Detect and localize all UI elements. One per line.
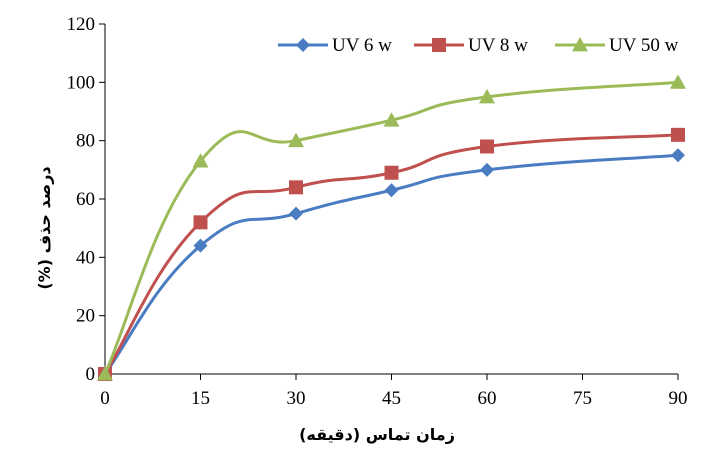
legend: UV 6 w UV 8 w UV 50 w [278, 35, 679, 56]
x-tick-label: 90 [669, 388, 688, 409]
y-tick-label: 40 [76, 247, 95, 268]
x-tick-label: 60 [478, 388, 497, 409]
y-tick-label: 20 [76, 306, 95, 327]
data-point [671, 127, 685, 142]
data-point [383, 112, 400, 127]
axes [99, 23, 679, 380]
data-point [288, 132, 304, 148]
legend-marker [296, 38, 310, 52]
data-point [671, 148, 685, 163]
legend-label: UV 6 w [332, 35, 392, 56]
data-point [193, 238, 208, 253]
data-point [193, 215, 208, 230]
x-tick-label: 30 [287, 388, 306, 409]
legend-item: UV 6 w [278, 35, 392, 56]
series-uv-8-w [98, 127, 685, 381]
y-tick-label: 100 [67, 72, 96, 93]
data-point [289, 180, 303, 195]
x-tick-label: 0 [100, 388, 110, 409]
legend-label: UV 50 w [609, 35, 679, 56]
data-point [384, 183, 399, 198]
y-tick-label: 120 [67, 14, 96, 35]
data-point [480, 162, 494, 177]
data-point [670, 74, 686, 89]
data-point [480, 139, 494, 154]
series-line [103, 80, 679, 375]
y-tick-label: 80 [76, 131, 95, 152]
series-line [103, 153, 679, 375]
data-point [192, 153, 209, 168]
data-point [479, 88, 495, 104]
x-tick-label: 75 [573, 388, 592, 409]
legend-item: UV 50 w [555, 35, 679, 56]
series-uv-50-w [97, 74, 686, 381]
series-group [97, 74, 686, 381]
data-point [97, 366, 113, 381]
y-axis-title: درصد حذف (%) [35, 166, 54, 289]
data-point [289, 206, 303, 221]
legend-item: UV 8 w [414, 35, 528, 56]
x-tick-label: 45 [382, 388, 401, 409]
legend-marker [432, 38, 446, 52]
series-line [103, 133, 679, 375]
tick-labels: 0 20 40 60 80 100 120 0 15 30 45 60 75 90 [67, 14, 688, 409]
data-point [384, 165, 399, 180]
y-tick-label: 60 [76, 189, 95, 210]
y-tick-label: 0 [86, 364, 96, 385]
x-tick-label: 15 [191, 388, 210, 409]
legend-marker [572, 37, 588, 52]
x-axis-title: زمان تماس (دقیقه) [299, 425, 455, 444]
legend-label: UV 8 w [468, 35, 528, 56]
